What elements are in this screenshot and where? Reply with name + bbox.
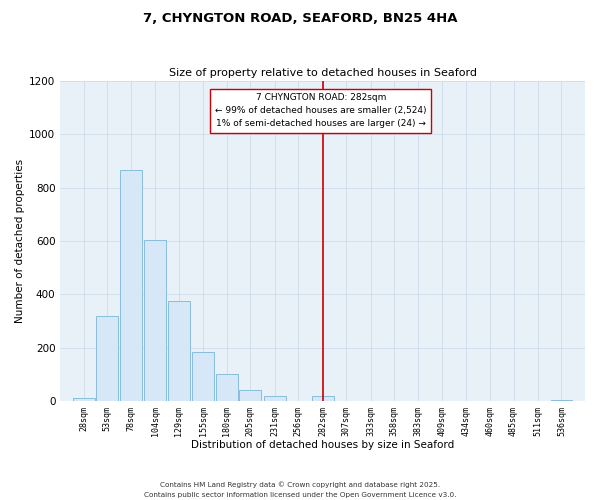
Title: Size of property relative to detached houses in Seaford: Size of property relative to detached ho… bbox=[169, 68, 476, 78]
Bar bbox=[264, 396, 286, 401]
Text: 7 CHYNGTON ROAD: 282sqm
← 99% of detached houses are smaller (2,524)
1% of semi-: 7 CHYNGTON ROAD: 282sqm ← 99% of detache… bbox=[215, 93, 427, 128]
Bar bbox=[97, 316, 118, 401]
Bar bbox=[311, 396, 334, 401]
Bar bbox=[145, 240, 166, 401]
Bar bbox=[168, 301, 190, 401]
Text: 7, CHYNGTON ROAD, SEAFORD, BN25 4HA: 7, CHYNGTON ROAD, SEAFORD, BN25 4HA bbox=[143, 12, 457, 26]
Bar bbox=[551, 400, 572, 401]
Bar bbox=[120, 170, 142, 401]
Bar bbox=[192, 352, 214, 401]
Y-axis label: Number of detached properties: Number of detached properties bbox=[15, 159, 25, 323]
Bar bbox=[216, 374, 238, 401]
X-axis label: Distribution of detached houses by size in Seaford: Distribution of detached houses by size … bbox=[191, 440, 454, 450]
Text: Contains HM Land Registry data © Crown copyright and database right 2025.
Contai: Contains HM Land Registry data © Crown c… bbox=[144, 482, 456, 498]
Bar bbox=[239, 390, 261, 401]
Bar bbox=[73, 398, 95, 401]
